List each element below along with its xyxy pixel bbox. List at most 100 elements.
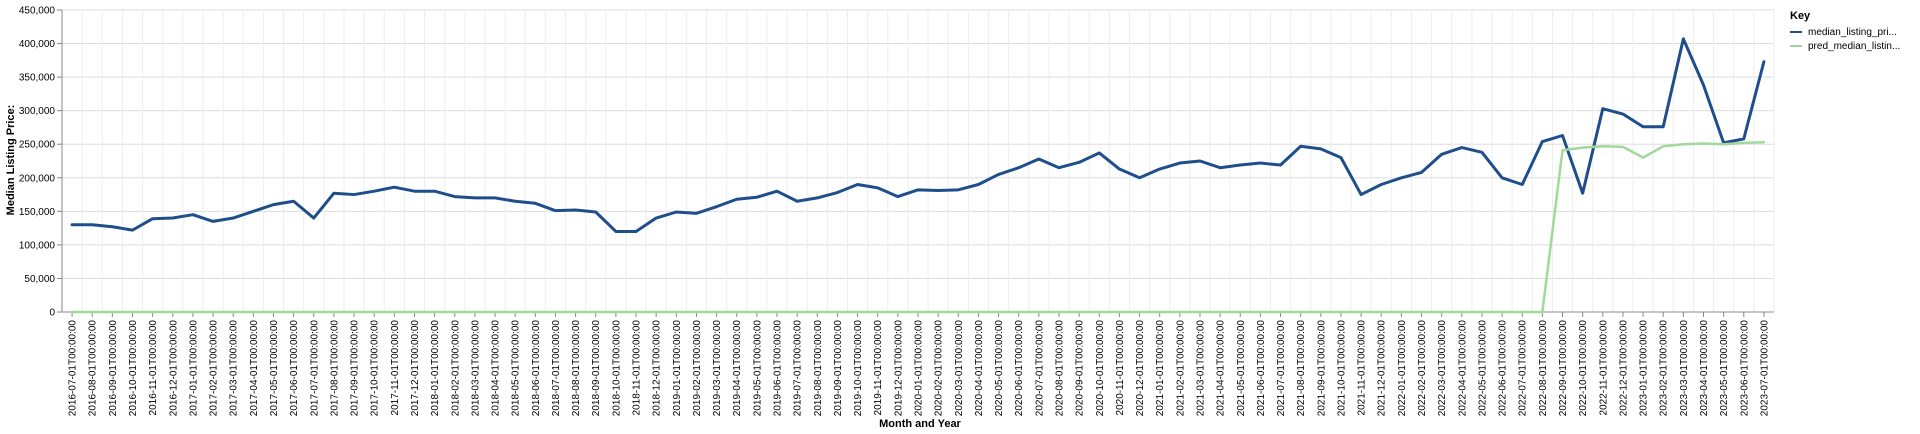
x-tick-label: 2017-04-01T00:00:00 — [249, 320, 260, 417]
x-tick-label: 2022-07-01T00:00:00 — [1518, 320, 1529, 417]
x-tick-label: 2021-11-01T00:00:00 — [1357, 320, 1368, 416]
x-tick-label: 2022-03-01T00:00:00 — [1437, 320, 1448, 417]
x-tick-label: 2022-12-01T00:00:00 — [1618, 320, 1629, 417]
y-tick-label: 400,000 — [19, 39, 56, 50]
y-tick-label: 350,000 — [19, 73, 56, 84]
x-tick-label: 2016-09-01T00:00:00 — [108, 320, 119, 417]
x-tick-label: 2017-09-01T00:00:00 — [350, 320, 361, 417]
x-tick-label: 2016-12-01T00:00:00 — [168, 320, 179, 417]
x-tick-label: 2017-03-01T00:00:00 — [229, 320, 240, 417]
legend-label-median: median_listing_pri... — [1808, 27, 1897, 38]
y-axis-title: Median Listing Price: — [5, 105, 17, 216]
y-tick-label: 150,000 — [19, 207, 56, 218]
x-tick-label: 2017-11-01T00:00:00 — [390, 320, 401, 416]
legend: Key median_listing_pri... pred_median_li… — [1790, 10, 1900, 52]
x-tick-label: 2021-03-01T00:00:00 — [1195, 320, 1206, 417]
x-tick-label: 2017-02-01T00:00:00 — [209, 320, 220, 417]
x-tick-label: 2018-09-01T00:00:00 — [591, 320, 602, 417]
x-tick-label: 2019-02-01T00:00:00 — [692, 320, 703, 417]
x-tick-label: 2023-01-01T00:00:00 — [1639, 320, 1650, 417]
x-tick-label: 2019-08-01T00:00:00 — [813, 320, 824, 417]
x-tick-label: 2020-01-01T00:00:00 — [914, 320, 925, 417]
x-tick-label: 2019-09-01T00:00:00 — [833, 320, 844, 417]
x-tick-label: 2021-01-01T00:00:00 — [1155, 320, 1166, 417]
y-tick-label: 50,000 — [24, 274, 55, 285]
x-tick-label: 2017-01-01T00:00:00 — [188, 320, 199, 417]
y-tick-label: 0 — [49, 308, 55, 319]
x-tick-label: 2023-04-01T00:00:00 — [1699, 320, 1710, 417]
series-lines — [70, 37, 1766, 314]
legend-title: Key — [1790, 10, 1811, 22]
x-tick-label: 2021-02-01T00:00:00 — [1175, 320, 1186, 417]
x-tick-label: 2022-11-01T00:00:00 — [1598, 320, 1609, 416]
x-tick-label: 2023-03-01T00:00:00 — [1679, 320, 1690, 417]
x-tick-label: 2020-08-01T00:00:00 — [1054, 320, 1065, 417]
x-tick-label: 2017-07-01T00:00:00 — [309, 320, 320, 417]
x-tick-label: 2017-06-01T00:00:00 — [289, 320, 300, 417]
x-tick-label: 2023-06-01T00:00:00 — [1739, 320, 1750, 417]
x-tick-label: 2021-08-01T00:00:00 — [1296, 320, 1307, 417]
x-tick-label: 2020-11-01T00:00:00 — [1115, 320, 1126, 416]
x-tick-label: 2016-10-01T00:00:00 — [128, 320, 139, 417]
x-tick-label: 2022-06-01T00:00:00 — [1498, 320, 1509, 417]
x-tick-label: 2020-03-01T00:00:00 — [954, 320, 965, 417]
x-tick-label: 2019-12-01T00:00:00 — [893, 320, 904, 417]
x-tick-label: 2018-06-01T00:00:00 — [531, 320, 542, 417]
x-tick-label: 2017-08-01T00:00:00 — [329, 320, 340, 417]
x-tick-label: 2017-10-01T00:00:00 — [370, 320, 381, 417]
x-tick-label: 2021-07-01T00:00:00 — [1276, 320, 1287, 417]
x-tick-label: 2023-02-01T00:00:00 — [1659, 320, 1670, 417]
x-tick-label: 2018-01-01T00:00:00 — [430, 320, 441, 417]
axes: 0 50,000 100,000 150,000 200,000 250,000 300,0… — [19, 6, 1774, 417]
x-tick-label: 2022-08-01T00:00:00 — [1538, 320, 1549, 417]
legend-label-pred: pred_median_listin... — [1808, 41, 1900, 52]
x-tick-label: 2017-05-01T00:00:00 — [269, 320, 280, 417]
series-line-pred-median-listing-price — [70, 140, 1766, 314]
x-tick-label: 2021-09-01T00:00:00 — [1316, 320, 1327, 417]
x-tick-label: 2016-11-01T00:00:00 — [148, 320, 159, 416]
x-tick-label: 2020-06-01T00:00:00 — [1014, 320, 1025, 417]
x-tick-label: 2020-10-01T00:00:00 — [1095, 320, 1106, 417]
y-tick-label: 250,000 — [19, 140, 56, 151]
x-axis-title: Month and Year — [879, 418, 961, 430]
x-tick-label: 2016-07-01T00:00:00 — [68, 320, 79, 417]
x-tick-label: 2022-09-01T00:00:00 — [1558, 320, 1569, 417]
x-tick-label: 2018-11-01T00:00:00 — [632, 320, 643, 416]
x-tick-label: 2023-07-01T00:00:00 — [1759, 320, 1770, 417]
x-tick-label: 2020-05-01T00:00:00 — [994, 320, 1005, 417]
x-tick-label: 2020-04-01T00:00:00 — [974, 320, 985, 417]
x-tick-label: 2021-05-01T00:00:00 — [1236, 320, 1247, 417]
x-tick-label: 2021-10-01T00:00:00 — [1336, 320, 1347, 417]
x-tick-label: 2022-04-01T00:00:00 — [1457, 320, 1468, 417]
x-tick-label: 2018-07-01T00:00:00 — [551, 320, 562, 417]
series-line-median-listing-price — [70, 37, 1766, 233]
x-tick-label: 2018-03-01T00:00:00 — [470, 320, 481, 417]
y-tick-label: 300,000 — [19, 106, 56, 117]
x-tick-label: 2021-04-01T00:00:00 — [1216, 320, 1227, 417]
x-tick-label: 2016-08-01T00:00:00 — [88, 320, 99, 417]
x-tick-label: 2019-05-01T00:00:00 — [752, 320, 763, 417]
x-tick-label: 2022-02-01T00:00:00 — [1417, 320, 1428, 417]
x-tick-label: 2019-01-01T00:00:00 — [672, 320, 683, 417]
x-tick-label: 2019-10-01T00:00:00 — [853, 320, 864, 417]
x-tick-label: 2019-04-01T00:00:00 — [732, 320, 743, 417]
x-tick-label: 2022-05-01T00:00:00 — [1477, 320, 1488, 417]
x-tick-label: 2019-06-01T00:00:00 — [773, 320, 784, 417]
x-tick-label: 2017-12-01T00:00:00 — [410, 320, 421, 417]
y-tick-label: 450,000 — [19, 6, 56, 17]
y-tick-label: 100,000 — [19, 240, 56, 251]
x-tick-label: 2019-11-01T00:00:00 — [873, 320, 884, 416]
x-tick-label: 2020-09-01T00:00:00 — [1075, 320, 1086, 417]
x-tick-label: 2020-02-01T00:00:00 — [934, 320, 945, 417]
x-tick-label: 2018-12-01T00:00:00 — [652, 320, 663, 417]
gridlines — [61, 9, 1775, 313]
x-tick-label: 2018-05-01T00:00:00 — [511, 320, 522, 417]
x-tick-label: 2021-12-01T00:00:00 — [1377, 320, 1388, 417]
x-tick-label: 2019-03-01T00:00:00 — [712, 320, 723, 417]
x-tick-label: 2018-04-01T00:00:00 — [491, 320, 502, 417]
x-tick-label: 2020-12-01T00:00:00 — [1135, 320, 1146, 417]
x-tick-label: 2019-07-01T00:00:00 — [793, 320, 804, 417]
x-tick-label: 2020-07-01T00:00:00 — [1034, 320, 1045, 417]
x-tick-label: 2022-10-01T00:00:00 — [1578, 320, 1589, 417]
